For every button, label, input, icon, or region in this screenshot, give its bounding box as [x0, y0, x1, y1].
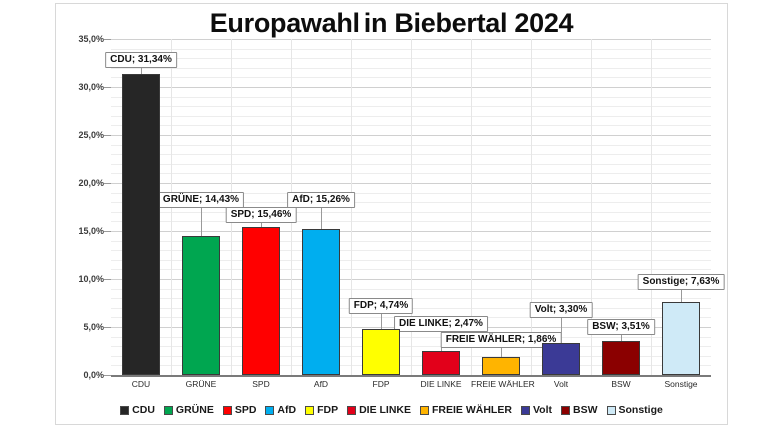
x-axis-line	[111, 375, 711, 377]
bar-sonstige[interactable]	[662, 301, 700, 375]
chart-title-part-2: in Biebertal 2024	[363, 8, 574, 38]
legend-label: FDP	[317, 404, 339, 416]
x-axis-category-label: Sonstige	[664, 379, 698, 389]
x-axis-category-label: BSW	[611, 379, 631, 389]
legend-label: DIE LINKE	[359, 404, 412, 416]
legend-label: Volt	[532, 404, 552, 416]
data-label-leader-line	[561, 316, 562, 344]
data-label-leader-line	[621, 333, 622, 342]
data-label-leader-line	[681, 288, 682, 302]
y-axis: 0,0% 5,0% 10,0% 15,0% 20,0% 25,0% 30,0% 35,0%	[56, 4, 111, 436]
category-separator	[531, 39, 532, 376]
data-label-leader-line	[201, 206, 202, 237]
x-axis-category-label: Volt	[553, 379, 569, 389]
x-axis-category-label: SPD	[252, 379, 270, 389]
legend-swatch-icon	[606, 405, 616, 415]
data-label-bsw[interactable]: BSW; 3,51%	[587, 319, 655, 335]
legend-item-afd[interactable]: AfD	[265, 404, 296, 416]
legend-item-cdu[interactable]: CDU	[120, 404, 155, 416]
legend-item-freie-wähler[interactable]: FREIE WÄHLER	[420, 404, 512, 416]
y-axis-tick-label: 10,0%	[78, 274, 104, 284]
data-label-spd[interactable]: SPD; 15,46%	[225, 207, 297, 223]
legend-label: GRÜNE	[175, 404, 214, 416]
data-label-grüne[interactable]: GRÜNE; 14,43%	[157, 192, 245, 208]
y-axis-tick-mark	[104, 231, 111, 232]
x-axis-category-label: FDP	[372, 379, 390, 389]
data-label-volt[interactable]: Volt; 3,30%	[529, 302, 593, 318]
legend-swatch-icon	[163, 405, 173, 415]
data-label-freie-wähler[interactable]: FREIE WÄHLER; 1,86%	[440, 332, 562, 348]
legend-swatch-icon	[265, 405, 275, 415]
legend-item-spd[interactable]: SPD	[222, 404, 257, 416]
y-axis-tick-label: 0,0%	[83, 370, 104, 380]
legend-item-sonstige[interactable]: Sonstige	[606, 404, 663, 416]
bar-volt[interactable]	[542, 343, 580, 375]
data-label-cdu[interactable]: CDU; 31,34%	[105, 52, 177, 68]
y-axis-tick-label: 30,0%	[78, 82, 104, 92]
data-label-afd[interactable]: AfD; 15,26%	[287, 192, 355, 208]
y-axis-tick-label: 5,0%	[83, 322, 104, 332]
y-axis-tick-mark	[104, 135, 111, 136]
x-axis-category-label: DIE LINKE	[420, 379, 462, 389]
bar-cdu[interactable]	[122, 74, 160, 375]
y-axis-tick-mark	[104, 375, 111, 376]
data-label-die-linke[interactable]: DIE LINKE; 2,47%	[394, 316, 488, 332]
y-axis-tick-mark	[104, 279, 111, 280]
legend-label: BSW	[573, 404, 598, 416]
legend-swatch-icon	[120, 405, 130, 415]
legend-item-bsw[interactable]: BSW	[561, 404, 598, 416]
data-label-fdp[interactable]: FDP; 4,74%	[348, 298, 414, 314]
chart-container: Europawahl in Biebertal 2024 0,0% 5,0% 10,0…	[55, 3, 728, 425]
bar-fdp[interactable]	[362, 329, 400, 375]
legend-item-volt[interactable]: Volt	[520, 404, 552, 416]
bar-spd[interactable]	[242, 226, 280, 375]
y-axis-tick-mark	[104, 183, 111, 184]
legend-swatch-icon	[561, 405, 570, 415]
chart-title: Europawahl in Biebertal 2024	[56, 8, 727, 39]
bar-die-linke[interactable]	[422, 351, 460, 375]
category-separator	[591, 39, 592, 376]
data-label-leader-line	[261, 221, 262, 227]
bar-grüne[interactable]	[182, 236, 220, 375]
y-axis-tick-mark	[104, 87, 111, 88]
category-separator	[411, 39, 412, 376]
data-label-leader-line	[501, 346, 502, 358]
data-label-leader-line	[381, 312, 382, 330]
data-label-sonstige[interactable]: Sonstige; 7,63%	[637, 274, 725, 290]
chart-title-part-1: Europawahl	[209, 8, 360, 38]
legend-item-fdp[interactable]: FDP	[305, 404, 338, 416]
bar-afd[interactable]	[302, 228, 340, 375]
y-axis-tick-label: 35,0%	[78, 34, 104, 44]
category-separator	[471, 39, 472, 376]
legend-label: SPD	[234, 404, 257, 416]
x-axis-category-label: AfD	[313, 379, 329, 389]
y-axis-tick-mark	[104, 327, 111, 328]
x-axis-category-label: FREIE WÄHLER	[471, 379, 535, 389]
chart-legend: CDU GRÜNE SPD AfD FDP DIE LINKE FREIE WÄHLER Vo…	[56, 404, 727, 416]
legend-label: AfD	[277, 404, 297, 416]
legend-swatch-icon	[305, 405, 315, 415]
category-separator	[651, 39, 652, 376]
x-axis-category-label: CDU	[131, 379, 151, 389]
y-axis-tick-label: 15,0%	[78, 226, 104, 236]
legend-swatch-icon	[420, 405, 430, 415]
legend-item-die-linke[interactable]: DIE LINKE	[347, 404, 411, 416]
x-axis-category-label: GRÜNE	[185, 379, 217, 389]
legend-swatch-icon	[347, 405, 357, 415]
y-axis-tick-label: 20,0%	[78, 178, 104, 188]
y-axis-tick-label: 25,0%	[78, 130, 104, 140]
bar-freie-wähler[interactable]	[482, 357, 520, 375]
legend-swatch-icon	[520, 405, 530, 415]
bar-bsw[interactable]	[602, 341, 640, 375]
data-label-leader-line	[141, 66, 142, 75]
legend-item-grüne[interactable]: GRÜNE	[163, 404, 214, 416]
y-axis-tick-mark	[104, 39, 111, 40]
legend-label: FREIE WÄHLER	[432, 404, 512, 416]
data-label-leader-line	[321, 206, 322, 229]
legend-swatch-icon	[222, 405, 232, 415]
legend-label: Sonstige	[618, 404, 663, 416]
legend-label: CDU	[132, 404, 155, 416]
